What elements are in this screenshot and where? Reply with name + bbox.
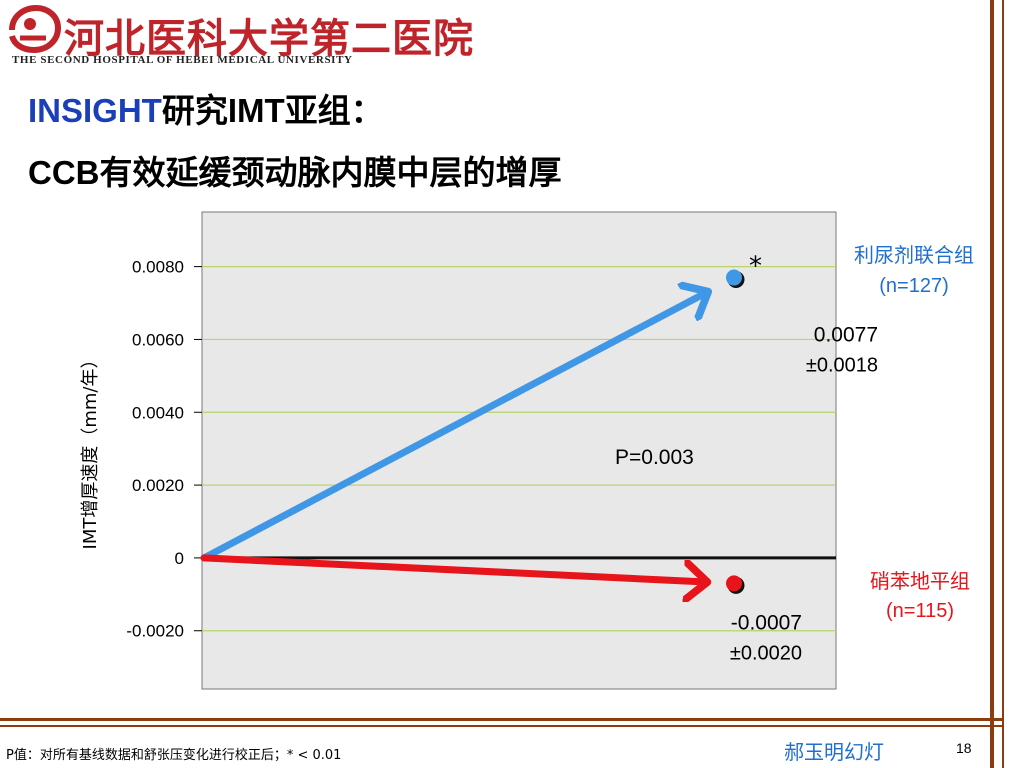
series-n-label: (n=127) [879, 275, 949, 297]
series-n-label: (n=115) [886, 600, 954, 622]
slide-title-line1: INSIGHT研究IMT亚组： [28, 84, 384, 132]
y-tick-label: 0 [175, 549, 184, 568]
footnote: P值：对所有基线数据和舒张压变化进行校正后；* < 0.01 [6, 748, 342, 763]
trend-arrow [200, 292, 707, 562]
frame-horizontal-line [0, 718, 1002, 721]
y-tick-label: 0.0040 [132, 403, 184, 422]
plot-area [201, 211, 837, 690]
y-tick-label: -0.0020 [126, 622, 184, 641]
title-rest: 研究IMT亚组： [161, 92, 384, 129]
y-axis-label: IMT增厚速度（mm/年） [80, 351, 101, 550]
hospital-name: 河北医科大学第二医院 [64, 15, 474, 62]
slide-title-line2: CCB有效延缓颈动脉内膜中层的增厚 [28, 154, 562, 191]
page-number: 18 [956, 740, 972, 756]
y-tick-label: 0.0020 [132, 476, 184, 495]
p-value-annotation: P=0.003 [615, 446, 694, 469]
data-point [726, 269, 742, 286]
data-point [726, 575, 742, 592]
series-name-label: 利尿剂联合组 [854, 243, 974, 267]
value-label: 0.0077 [814, 324, 878, 347]
y-tick-label: 0.0080 [132, 258, 184, 277]
frame-horizontal-line-thin [0, 725, 1002, 727]
series-name-label: 硝苯地平组 [870, 569, 970, 593]
value-label: -0.0007 [731, 611, 802, 634]
title-accent: INSIGHT [28, 92, 162, 129]
sd-label: ±0.0018 [806, 355, 878, 377]
hospital-emblem-icon [9, 4, 62, 54]
frame-vertical-line [990, 0, 994, 768]
trend-arrow [200, 554, 706, 582]
significance-star: * [749, 252, 762, 282]
frame-vertical-line-thin [1002, 0, 1004, 768]
hospital-subtitle: THE SECOND HOSPITAL OF HEBEI MEDICAL UNI… [12, 54, 353, 66]
author-credit: 郝玉明幻灯 [784, 740, 884, 764]
hospital-logo: 河北医科大学第二医院 THE SECOND HOSPITAL OF HEBEI … [6, 4, 473, 68]
sd-label: ±0.0020 [730, 642, 802, 664]
y-tick-label: 0.0060 [132, 330, 184, 349]
